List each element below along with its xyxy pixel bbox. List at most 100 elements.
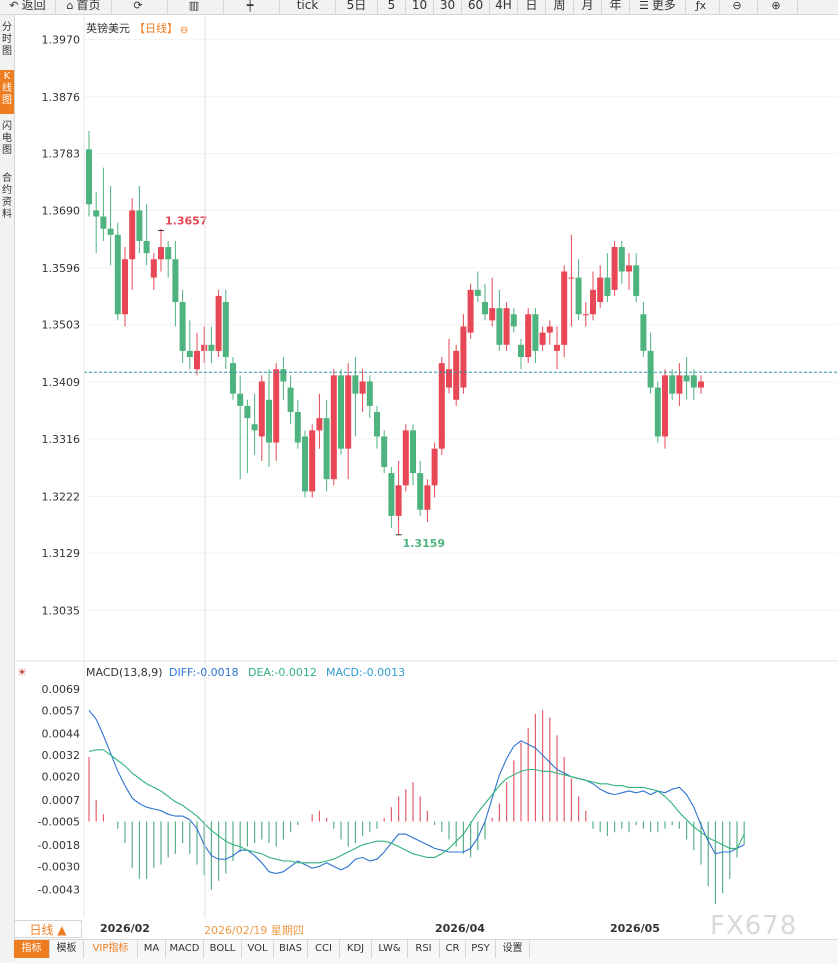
candlestick[interactable] xyxy=(150,253,157,290)
indicator-tab[interactable]: PSY xyxy=(466,940,496,958)
candlestick[interactable] xyxy=(222,289,229,370)
side-tab[interactable]: 闪电图 xyxy=(2,121,12,156)
indicator-tab[interactable]: VIP指标 xyxy=(84,940,138,958)
candlestick[interactable] xyxy=(446,338,452,394)
candlestick[interactable] xyxy=(266,369,272,467)
toolbar-zoom-out-button[interactable]: ⊖ xyxy=(720,0,758,14)
candlestick[interactable] xyxy=(237,375,244,480)
period-select[interactable]: 日线 ▲ xyxy=(14,920,82,938)
toolbar-period-30[interactable]: 30 xyxy=(434,0,462,14)
toolbar-period-年[interactable]: 年 xyxy=(602,0,630,14)
candlestick[interactable] xyxy=(215,289,222,358)
chart-period[interactable]: 【日线】 xyxy=(134,21,178,35)
candlestick[interactable] xyxy=(453,344,460,406)
candlestick[interactable] xyxy=(618,240,625,284)
candlestick[interactable] xyxy=(402,424,409,492)
candlestick[interactable] xyxy=(568,234,575,327)
candlestick[interactable] xyxy=(258,375,265,461)
candlestick[interactable] xyxy=(654,381,661,443)
candlestick[interactable] xyxy=(129,198,136,290)
candlestick[interactable] xyxy=(107,185,114,266)
candlestick[interactable] xyxy=(316,393,323,449)
candlestick[interactable] xyxy=(381,430,388,474)
candlestick[interactable] xyxy=(395,460,402,535)
candlestick[interactable] xyxy=(273,363,280,461)
candlestick[interactable] xyxy=(345,363,352,480)
candlestick[interactable] xyxy=(532,308,539,364)
candlestick[interactable] xyxy=(165,240,172,278)
candlestick[interactable] xyxy=(575,259,582,321)
candlestick[interactable] xyxy=(359,369,366,413)
indicator-tab[interactable]: CR xyxy=(440,940,466,958)
candlestick[interactable] xyxy=(410,424,416,486)
candlestick[interactable] xyxy=(676,363,683,406)
candlestick[interactable] xyxy=(323,399,330,492)
candlestick[interactable] xyxy=(431,442,438,498)
side-tab[interactable]: 合约资料 xyxy=(2,173,12,220)
indicator-tab[interactable]: BIAS xyxy=(274,940,308,958)
indicator-tab[interactable]: BOLL xyxy=(204,940,242,958)
toolbar-period-5[interactable]: 5 xyxy=(378,0,406,14)
indicator-tab[interactable]: 模板 xyxy=(50,940,84,958)
candlestick[interactable] xyxy=(287,375,294,425)
candlestick[interactable] xyxy=(590,271,596,321)
candlestick[interactable] xyxy=(503,302,510,351)
toolbar-back-arrow-button[interactable]: ↶ 返回 xyxy=(0,0,56,14)
indicator-tab[interactable]: MA xyxy=(138,940,166,958)
candlestick[interactable] xyxy=(647,332,654,394)
candlestick[interactable] xyxy=(460,314,467,394)
candlestick[interactable] xyxy=(352,357,359,437)
toolbar-period-日[interactable]: 日 xyxy=(518,0,546,14)
candlestick[interactable] xyxy=(690,369,697,400)
candlestick[interactable] xyxy=(172,240,179,327)
candlestick[interactable] xyxy=(194,332,200,376)
side-tab[interactable]: 分时图 xyxy=(2,22,12,57)
candlestick[interactable] xyxy=(582,302,589,327)
candlestick[interactable] xyxy=(554,326,560,370)
settings-icon[interactable]: ☀ xyxy=(17,666,27,679)
candlestick[interactable] xyxy=(186,320,193,370)
candlestick[interactable] xyxy=(561,265,568,358)
candlestick[interactable] xyxy=(611,240,618,296)
candlestick[interactable] xyxy=(338,369,344,455)
collapse-icon[interactable]: ⊖ xyxy=(180,25,188,36)
candlestick[interactable] xyxy=(597,265,604,309)
candlestick[interactable] xyxy=(510,308,517,333)
candlestick[interactable] xyxy=(489,277,496,327)
side-tab[interactable]: K线图 xyxy=(0,70,14,114)
indicator-tab[interactable]: CCI xyxy=(308,940,340,958)
candlestick[interactable] xyxy=(518,338,524,370)
candlestick[interactable] xyxy=(251,393,258,455)
indicator-tab[interactable]: VOL xyxy=(242,940,274,958)
candlestick[interactable] xyxy=(683,357,690,400)
candlestick[interactable] xyxy=(136,185,143,254)
candlestick[interactable] xyxy=(330,369,337,486)
toolbar-bar-chart-button[interactable]: ▥ xyxy=(168,0,224,14)
toolbar-period-4H[interactable]: 4H xyxy=(490,0,518,14)
toolbar-candlestick-button[interactable]: ┿ xyxy=(224,0,280,14)
candlestick[interactable] xyxy=(496,289,503,351)
candlestick[interactable] xyxy=(388,466,395,529)
toolbar-period-tick[interactable]: tick xyxy=(280,0,336,14)
candlestick[interactable] xyxy=(302,430,308,498)
candlestick[interactable] xyxy=(482,283,488,321)
candlestick[interactable] xyxy=(474,271,481,303)
candlestick[interactable] xyxy=(525,308,532,364)
candlestick[interactable] xyxy=(309,424,316,498)
toolbar-period-月[interactable]: 月 xyxy=(574,0,602,14)
indicator-tab[interactable]: 指标 xyxy=(14,940,50,958)
candlestick[interactable] xyxy=(669,369,676,400)
indicator-tab[interactable]: MACD xyxy=(166,940,204,958)
candlestick[interactable] xyxy=(244,399,251,474)
indicator-tab[interactable]: 设置 xyxy=(496,940,530,958)
candlestick[interactable] xyxy=(100,167,107,241)
indicator-tab[interactable]: KDJ xyxy=(340,940,372,958)
candlestick[interactable] xyxy=(366,375,373,419)
candlestick[interactable] xyxy=(114,222,121,321)
candlestick[interactable] xyxy=(546,320,553,345)
indicator-tab[interactable]: LW& xyxy=(372,940,408,958)
candlestick[interactable] xyxy=(698,375,704,394)
candlestick[interactable] xyxy=(662,369,668,449)
toolbar-period-5日[interactable]: 5日 xyxy=(336,0,378,14)
chart-area[interactable]: 1.3970 1.3876 1.3783 1.3690 1.3596 1.3503 1.34… xyxy=(14,15,838,918)
